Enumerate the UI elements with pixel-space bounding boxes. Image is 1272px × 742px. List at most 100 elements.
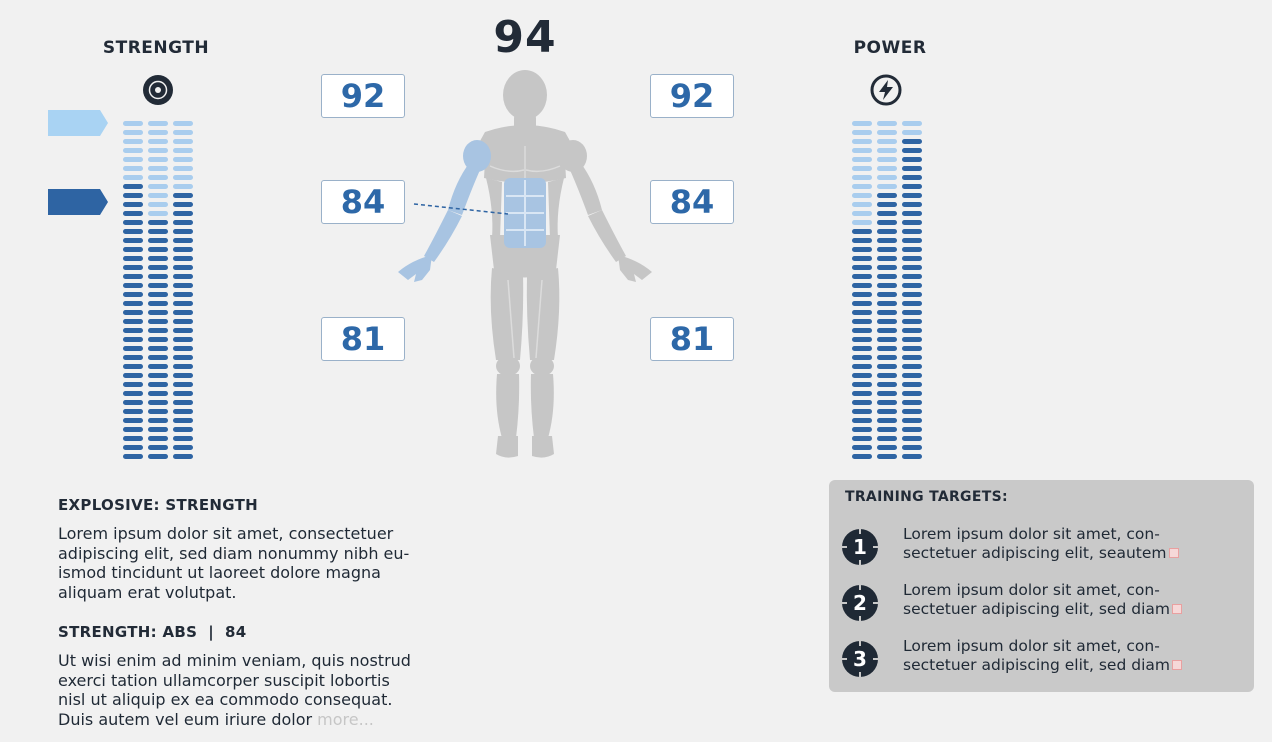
- strength-meter-segment-filled: [123, 319, 143, 324]
- power-meter-segment-filled: [877, 409, 897, 414]
- strength-meter-segment-filled: [123, 373, 143, 378]
- strength-meter-segment-filled: [173, 391, 193, 396]
- left-score-upper[interactable]: 92: [321, 74, 405, 118]
- power-meter-segment-filled: [902, 328, 922, 333]
- power-meter-segment-filled: [852, 328, 872, 333]
- strength-meter-segment-empty: [123, 148, 143, 153]
- power-meter-segment-empty: [877, 184, 897, 189]
- power-meter-segment-filled: [852, 373, 872, 378]
- left-score-middle[interactable]: 84: [321, 180, 405, 224]
- strength-meter-segment-empty: [148, 130, 168, 135]
- power-meter-segment-filled: [902, 427, 922, 432]
- power-meter-segment-filled: [877, 211, 897, 216]
- power-meter-segment-empty: [902, 121, 922, 126]
- power-meter-segment-filled: [852, 265, 872, 270]
- power-meter-segment-filled: [877, 436, 897, 441]
- power-meter-segment-filled: [902, 337, 922, 342]
- power-meter-segment-filled: [902, 139, 922, 144]
- number-badge-icon: 3: [841, 640, 879, 678]
- power-meter-segment-filled: [877, 400, 897, 405]
- power-meter-segment-filled: [877, 427, 897, 432]
- expand-icon[interactable]: [1168, 547, 1179, 558]
- strength-meter-segment-filled: [148, 382, 168, 387]
- target-item-3[interactable]: 3 Lorem ipsum dolor sit amet, con- secte…: [841, 637, 1246, 681]
- strength-meter-segment-filled: [148, 346, 168, 351]
- power-meter-segment-empty: [877, 121, 897, 126]
- power-meter-segment-filled: [877, 193, 897, 198]
- strength-abs-text: Ut wisi enim ad minim veniam, quis nostr…: [58, 651, 498, 729]
- power-meter-segment-filled: [877, 382, 897, 387]
- power-meter-segment-filled: [852, 445, 872, 450]
- power-meter-segment-filled: [852, 418, 872, 423]
- power-meter-segment-filled: [902, 436, 922, 441]
- strength-meter-segment-filled: [123, 364, 143, 369]
- power-meter-segment-filled: [902, 202, 922, 207]
- power-meter-segment-empty: [877, 175, 897, 180]
- power-meter-segment-filled: [877, 292, 897, 297]
- strength-meter-segment-filled: [173, 301, 193, 306]
- strength-meter-segment-empty: [148, 202, 168, 207]
- strength-meter-segment-filled: [148, 328, 168, 333]
- strength-meter-segment-empty: [173, 139, 193, 144]
- strength-meter-segment-filled: [148, 292, 168, 297]
- strength-meter-segment-filled: [123, 265, 143, 270]
- strength-meter-segment-filled: [123, 184, 143, 189]
- strength-meter-segment-filled: [173, 202, 193, 207]
- strength-meter-segment-filled: [123, 337, 143, 342]
- strength-meter-segment-filled: [148, 391, 168, 396]
- expand-icon[interactable]: [1171, 603, 1182, 614]
- target-item-2[interactable]: 2 Lorem ipsum dolor sit amet, con- secte…: [841, 581, 1246, 625]
- right-score-middle[interactable]: 84: [650, 180, 734, 224]
- strength-meter-segment-filled: [148, 274, 168, 279]
- power-title: POWER: [853, 38, 927, 58]
- power-meter-segment-filled: [902, 247, 922, 252]
- strength-meter-segment-filled: [123, 247, 143, 252]
- power-meter-segment-filled: [877, 445, 897, 450]
- strength-meter-segment-filled: [123, 211, 143, 216]
- strength-meter-segment-filled: [173, 283, 193, 288]
- strength-meter-segment-filled: [148, 364, 168, 369]
- strength-meter-segment-filled: [173, 265, 193, 270]
- strength-meter-segment-filled: [148, 436, 168, 441]
- strength-meter-segment-filled: [123, 391, 143, 396]
- explosive-strength-text: Lorem ipsum dolor sit amet, consectetuer…: [58, 524, 410, 602]
- power-meter-segment-empty: [902, 130, 922, 135]
- strength-meter-segment-filled: [173, 454, 193, 459]
- power-meter-segment-empty: [877, 166, 897, 171]
- power-meter-segment-filled: [852, 301, 872, 306]
- strength-meter-segment-filled: [148, 427, 168, 432]
- strength-meter-segment-filled: [123, 193, 143, 198]
- target-item-1[interactable]: 1 Lorem ipsum dolor sit amet, con- secte…: [841, 525, 1246, 569]
- power-meter-segment-filled: [902, 238, 922, 243]
- strength-meter-segment-filled: [173, 400, 193, 405]
- strength-abs-heading: STRENGTH: ABS | 84: [58, 623, 247, 641]
- strength-meter-segment-empty: [123, 139, 143, 144]
- strength-meter-segment-filled: [173, 220, 193, 225]
- strength-meter-segment-filled: [123, 427, 143, 432]
- more-link[interactable]: more...: [317, 709, 374, 729]
- strength-meter-segment-filled: [173, 355, 193, 360]
- power-meter-segment-filled: [877, 238, 897, 243]
- right-score-upper[interactable]: 92: [650, 74, 734, 118]
- training-targets-title: TRAINING TARGETS:: [845, 489, 1008, 505]
- power-meter-segment-filled: [852, 409, 872, 414]
- power-meter-segment-empty: [852, 157, 872, 162]
- power-meter-segment-filled: [877, 310, 897, 315]
- strength-meter-segment-empty: [148, 148, 168, 153]
- right-score-lower[interactable]: 81: [650, 317, 734, 361]
- expand-icon[interactable]: [1171, 659, 1182, 670]
- power-meter-segment-empty: [877, 130, 897, 135]
- strength-meter-segment-filled: [173, 337, 193, 342]
- strength-meter-segment-filled: [148, 238, 168, 243]
- strength-meter-segment-empty: [173, 175, 193, 180]
- power-meter-segment-filled: [877, 355, 897, 360]
- strength-meter-segment-empty: [173, 130, 193, 135]
- power-meter-segment-filled: [902, 346, 922, 351]
- power-meter-segment-empty: [852, 139, 872, 144]
- power-meter-segment-filled: [902, 220, 922, 225]
- strength-meter-segment-filled: [123, 283, 143, 288]
- current-level-flag: [48, 189, 108, 215]
- power-meter-segment-empty: [852, 166, 872, 171]
- left-score-lower[interactable]: 81: [321, 317, 405, 361]
- strength-meter-segment-empty: [148, 211, 168, 216]
